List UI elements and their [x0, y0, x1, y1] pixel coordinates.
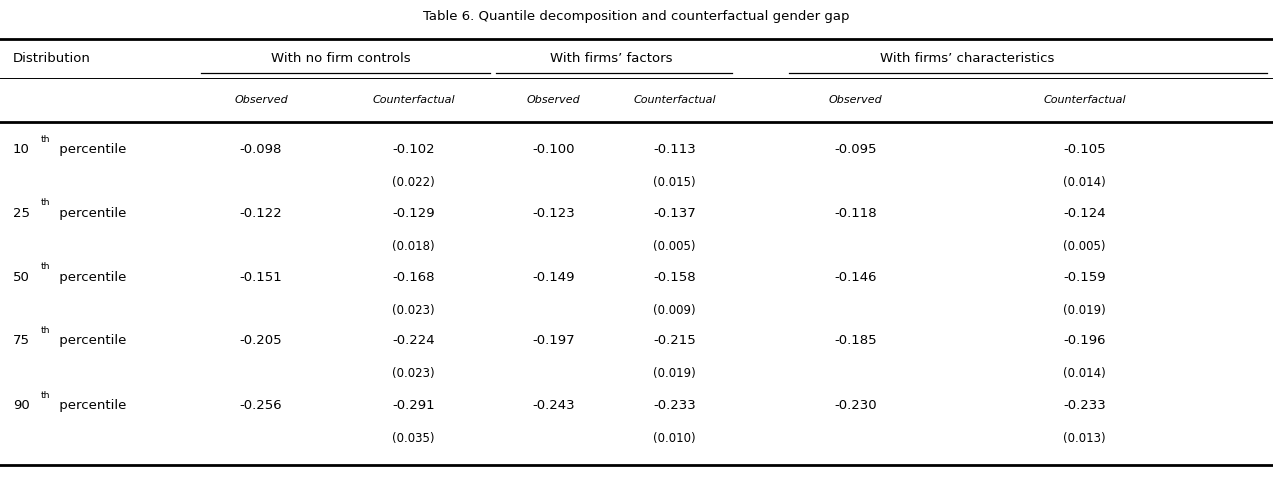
Text: th: th — [41, 135, 50, 143]
Text: -0.205: -0.205 — [239, 335, 283, 347]
Text: -0.123: -0.123 — [532, 207, 575, 220]
Text: th: th — [41, 326, 50, 335]
Text: (0.009): (0.009) — [653, 304, 696, 316]
Text: th: th — [41, 391, 50, 399]
Text: (0.019): (0.019) — [1063, 304, 1106, 316]
Text: -0.146: -0.146 — [834, 271, 877, 284]
Text: -0.230: -0.230 — [834, 399, 877, 412]
Text: -0.105: -0.105 — [1063, 143, 1106, 156]
Text: -0.224: -0.224 — [392, 335, 435, 347]
Text: th: th — [41, 199, 50, 207]
Text: -0.124: -0.124 — [1063, 207, 1106, 220]
Text: (0.018): (0.018) — [392, 240, 435, 253]
Text: (0.014): (0.014) — [1063, 176, 1106, 189]
Text: With firms’ factors: With firms’ factors — [550, 53, 672, 65]
Text: Counterfactual: Counterfactual — [634, 95, 715, 105]
Text: -0.233: -0.233 — [1063, 399, 1106, 412]
Text: -0.185: -0.185 — [834, 335, 877, 347]
Text: Observed: Observed — [829, 95, 882, 105]
Text: Distribution: Distribution — [13, 53, 90, 65]
Text: percentile: percentile — [55, 143, 126, 156]
Text: -0.137: -0.137 — [653, 207, 696, 220]
Text: -0.243: -0.243 — [532, 399, 575, 412]
Text: -0.168: -0.168 — [392, 271, 435, 284]
Text: -0.113: -0.113 — [653, 143, 696, 156]
Text: -0.159: -0.159 — [1063, 271, 1106, 284]
Text: (0.022): (0.022) — [392, 176, 435, 189]
Text: -0.102: -0.102 — [392, 143, 435, 156]
Text: Observed: Observed — [527, 95, 580, 105]
Text: -0.149: -0.149 — [532, 271, 575, 284]
Text: -0.197: -0.197 — [532, 335, 575, 347]
Text: (0.015): (0.015) — [653, 176, 696, 189]
Text: -0.095: -0.095 — [834, 143, 877, 156]
Text: -0.196: -0.196 — [1063, 335, 1106, 347]
Text: -0.151: -0.151 — [239, 271, 283, 284]
Text: Table 6. Quantile decomposition and counterfactual gender gap: Table 6. Quantile decomposition and coun… — [423, 10, 850, 23]
Text: 25: 25 — [13, 207, 29, 220]
Text: 90: 90 — [13, 399, 29, 412]
Text: -0.098: -0.098 — [239, 143, 283, 156]
Text: -0.129: -0.129 — [392, 207, 435, 220]
Text: 10: 10 — [13, 143, 29, 156]
Text: -0.256: -0.256 — [239, 399, 283, 412]
Text: (0.005): (0.005) — [653, 240, 696, 253]
Text: -0.158: -0.158 — [653, 271, 696, 284]
Text: th: th — [41, 262, 50, 271]
Text: (0.013): (0.013) — [1063, 432, 1106, 445]
Text: -0.100: -0.100 — [532, 143, 575, 156]
Text: Observed: Observed — [234, 95, 288, 105]
Text: percentile: percentile — [55, 335, 126, 347]
Text: Counterfactual: Counterfactual — [373, 95, 454, 105]
Text: (0.023): (0.023) — [392, 368, 435, 380]
Text: Counterfactual: Counterfactual — [1044, 95, 1125, 105]
Text: (0.014): (0.014) — [1063, 368, 1106, 380]
Text: -0.233: -0.233 — [653, 399, 696, 412]
Text: 50: 50 — [13, 271, 29, 284]
Text: -0.291: -0.291 — [392, 399, 435, 412]
Text: (0.023): (0.023) — [392, 304, 435, 316]
Text: percentile: percentile — [55, 207, 126, 220]
Text: (0.035): (0.035) — [392, 432, 435, 445]
Text: (0.010): (0.010) — [653, 432, 696, 445]
Text: (0.005): (0.005) — [1063, 240, 1106, 253]
Text: With no firm controls: With no firm controls — [271, 53, 411, 65]
Text: -0.118: -0.118 — [834, 207, 877, 220]
Text: With firms’ characteristics: With firms’ characteristics — [881, 53, 1054, 65]
Text: percentile: percentile — [55, 271, 126, 284]
Text: (0.019): (0.019) — [653, 368, 696, 380]
Text: 75: 75 — [13, 335, 29, 347]
Text: -0.122: -0.122 — [239, 207, 283, 220]
Text: -0.215: -0.215 — [653, 335, 696, 347]
Text: percentile: percentile — [55, 399, 126, 412]
